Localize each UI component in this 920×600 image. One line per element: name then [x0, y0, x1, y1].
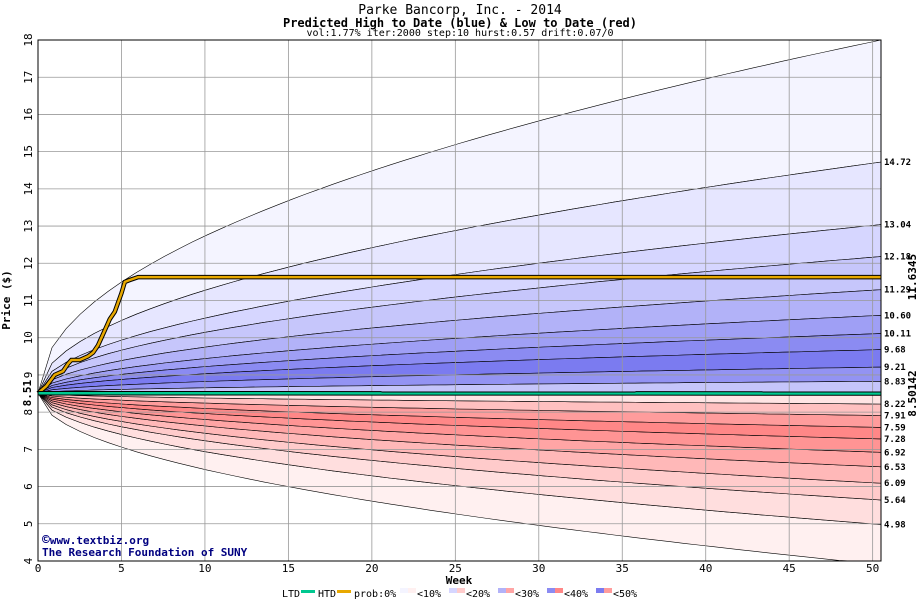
x-tick-label: 25 [449, 562, 462, 575]
low-end-label: 8.22 [884, 400, 906, 410]
htd-line [37, 275, 881, 395]
plot-frame [37, 39, 882, 562]
x-tick-label: 35 [616, 562, 629, 575]
low-end-label: 5.64 [884, 496, 906, 506]
ltd-end-label: 8.50142 [906, 370, 919, 416]
y-axis-label: Price ($) [0, 270, 13, 330]
y-tick-label: 18 [22, 33, 35, 46]
x-tick-label: 30 [532, 562, 545, 575]
legend-swatch-blue [498, 588, 506, 593]
legend-item-label: <50% [613, 589, 637, 600]
legend-htd-label: HTD [318, 589, 336, 600]
legend-htd-swatch [337, 590, 351, 593]
chart-params: vol:1.77% iter:2000 step:10 hurst:0.57 d… [306, 28, 614, 39]
legend-swatch-blue [449, 588, 457, 593]
y-tick-label: 10 [22, 331, 35, 344]
x-tick-label: 5 [118, 562, 125, 575]
low-end-label: 6.53 [884, 463, 906, 473]
y-tick-label: 11 [22, 294, 35, 307]
legend-swatch-red [457, 588, 465, 593]
low-end-label: 6.09 [884, 479, 906, 489]
x-tick-label: 20 [365, 562, 378, 575]
legend-prob-label: prob:0% [354, 589, 396, 600]
legend-swatch-red [555, 588, 563, 593]
y-tick-label: 9 [22, 372, 35, 379]
low-end-label: 7.28 [884, 435, 906, 445]
y-tick-label: 8 [22, 409, 35, 416]
legend-items: <10% <20% <30% <40% <50% [400, 588, 637, 600]
legend-swatch-red [604, 588, 612, 593]
y-tick-label: 13 [22, 219, 35, 232]
legend-swatch-blue [547, 588, 555, 593]
low-end-label: 6.92 [884, 448, 906, 458]
chart-title: Parke Bancorp, Inc. - 2014 [358, 3, 562, 18]
chart-subtitle: Predicted High to Date (blue) & Low to D… [282, 16, 637, 30]
y-tick-label: 6 [22, 483, 35, 490]
low-end-label: 7.91 [884, 411, 906, 421]
copyright-symbol: © [42, 533, 50, 548]
y-tick-label: 16 [22, 108, 35, 121]
y-tick-label: 5 [22, 520, 35, 527]
htd-end-label: 11.6345 [906, 254, 919, 300]
x-axis-label: Week [446, 574, 473, 587]
high-end-label: 11.29 [884, 286, 911, 296]
start-price-label: 8.51 [21, 380, 34, 407]
legend-swatch-blue [400, 588, 408, 593]
legend-item-label: <10% [417, 589, 441, 600]
credit-website-text: www.textbiz.org [50, 534, 149, 547]
high-end-label: 8.83 [884, 377, 906, 387]
legend: LTD HTD prob:0% <10% <20% <30% <40% <50% [282, 588, 637, 600]
x-tick-label: 10 [198, 562, 211, 575]
legend-swatch-red [408, 588, 416, 593]
credit-website: ©www.textbiz.org [42, 533, 149, 548]
legend-item-label: <40% [564, 589, 588, 600]
x-tick-label: 15 [282, 562, 295, 575]
legend-item-label: <30% [515, 589, 539, 600]
high-end-label: 9.21 [884, 363, 906, 373]
lines-layer [36, 274, 882, 396]
high-end-label: 9.68 [884, 346, 906, 356]
high-end-label: 13.04 [884, 221, 912, 231]
y-tick-label: 17 [22, 71, 35, 84]
low-end-label: 7.59 [884, 423, 906, 433]
tick-layer: 0 5 10 15 20 25 30 35 40 45 5045678910111213141516… [21, 33, 879, 575]
y-tick-label: 15 [22, 145, 35, 158]
credit-org: The Research Foundation of SUNY [42, 546, 248, 559]
x-tick-label: 40 [699, 562, 712, 575]
legend-item-label: <20% [466, 589, 490, 600]
legend-ltd-label: LTD [282, 589, 300, 600]
high-end-label: 14.72 [884, 158, 911, 168]
right-labels: 14.7213.0412.1811.2910.6010.119.689.218.… [884, 158, 919, 530]
high-end-label: 10.60 [884, 311, 911, 321]
low-end-label: 4.98 [884, 521, 906, 531]
high-end-label: 12.18 [884, 253, 911, 263]
y-tick-label: 14 [22, 182, 35, 196]
high-end-label: 10.11 [884, 330, 911, 340]
legend-swatch-blue [596, 588, 604, 593]
legend-swatch-red [506, 588, 514, 593]
x-tick-label: 50 [866, 562, 879, 575]
legend-ltd-swatch [301, 590, 315, 593]
y-tick-label: 12 [22, 257, 35, 270]
y-tick-label: 7 [22, 446, 35, 453]
x-tick-label: 45 [783, 562, 796, 575]
x-tick-label: 0 [35, 562, 42, 575]
y-tick-label: 4 [22, 557, 35, 564]
